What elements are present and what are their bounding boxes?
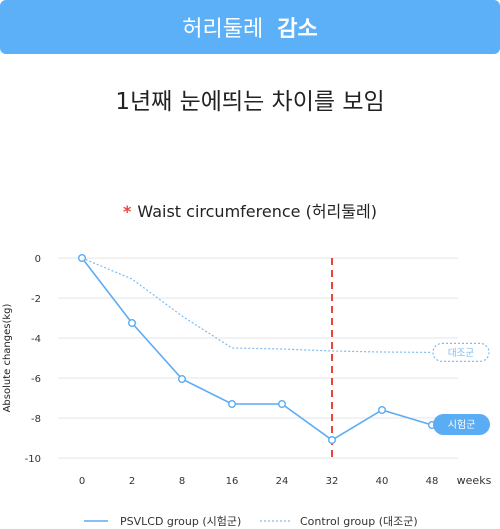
y-tick-label: -2	[31, 294, 41, 305]
headline: 1년째 눈에띄는 차이를 보임	[115, 89, 385, 115]
series-line-control	[81, 257, 433, 353]
banner-text-bold: 감소	[277, 17, 318, 42]
series-line-psvlcd	[81, 257, 433, 441]
asterisk-marker: *	[123, 202, 132, 221]
data-point-psvlcd	[177, 375, 186, 384]
y-tick-label: -6	[31, 374, 41, 385]
series-end-label-psvlcd-pill	[433, 414, 490, 435]
banner-text: 허리둘레	[182, 17, 264, 42]
x-tick-label: 40	[376, 476, 389, 487]
y-tick-label: 0	[35, 254, 41, 265]
series-end-label-psvlcd: 시험군	[448, 419, 476, 431]
y-tick-label: -10	[25, 454, 41, 465]
chart-title: * Waist circumference (허리둘레)	[0, 198, 500, 222]
legend-label-control: Control group (대조군)	[300, 515, 418, 528]
data-point-psvlcd	[227, 400, 236, 409]
data-point-psvlcd	[278, 400, 287, 409]
chart-title-text: Waist circumference (허리둘레)	[137, 202, 377, 221]
data-point-psvlcd	[328, 436, 337, 445]
x-tick-label: 8	[179, 476, 185, 487]
x-axis-label: weeks	[457, 474, 492, 487]
y-tick-label: -4	[31, 334, 41, 345]
data-point-psvlcd	[378, 406, 387, 415]
y-axis-label: Absolute changes(kg)	[2, 303, 13, 412]
title-banner: 허리둘레 감소	[0, 0, 500, 54]
x-tick-label: 32	[326, 476, 339, 487]
x-tick-label: 16	[226, 476, 239, 487]
data-point-psvlcd	[77, 253, 86, 262]
x-tick-label: 48	[426, 476, 439, 487]
y-tick-label: -8	[31, 414, 41, 425]
series-end-label-control-pill	[432, 342, 490, 362]
data-point-psvlcd	[127, 319, 136, 328]
x-tick-label: 2	[129, 476, 135, 487]
legend-label-psvlcd: PSVLCD group (시험군)	[120, 515, 241, 528]
x-tick-label: 0	[79, 476, 85, 487]
series-end-label-control: 대조군	[448, 348, 474, 359]
x-tick-label: 24	[276, 476, 289, 487]
